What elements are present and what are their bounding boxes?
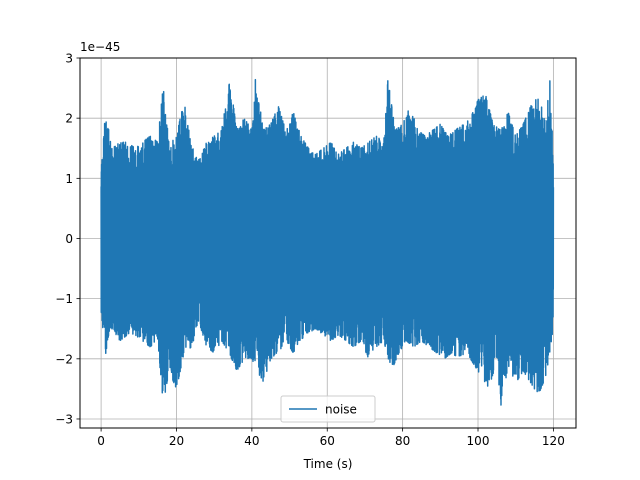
y-tick-label: −3	[55, 412, 73, 426]
x-tick-label: 80	[395, 434, 410, 448]
x-tick-label: 60	[320, 434, 335, 448]
x-axis-label: Time (s)	[303, 457, 353, 471]
y-tick-label: −2	[55, 352, 73, 366]
y-tick-label: 0	[65, 232, 73, 246]
legend-label-noise: noise	[325, 403, 357, 417]
x-tick-label: 100	[467, 434, 490, 448]
x-axis-ticks: 0 20 40 60 80 100 120	[97, 428, 565, 448]
y-axis-scale-label: 1e−45	[80, 40, 120, 54]
noise-line	[100, 78, 555, 406]
legend: noise	[280, 395, 376, 423]
y-tick-label: 2	[65, 112, 73, 126]
x-tick-label: 40	[244, 434, 259, 448]
x-tick-label: 0	[97, 434, 105, 448]
y-tick-label: −1	[55, 292, 73, 306]
series-noise-line	[100, 78, 555, 406]
axes-frame	[79, 57, 577, 429]
y-tick-label: 3	[65, 52, 73, 66]
y-tick-label: 1	[65, 172, 73, 186]
y-axis-ticks: −3 −2 −1 0 1 2 3	[55, 52, 80, 426]
x-tick-label: 20	[169, 434, 184, 448]
legend-box	[280, 395, 376, 423]
x-tick-label: 120	[542, 434, 565, 448]
